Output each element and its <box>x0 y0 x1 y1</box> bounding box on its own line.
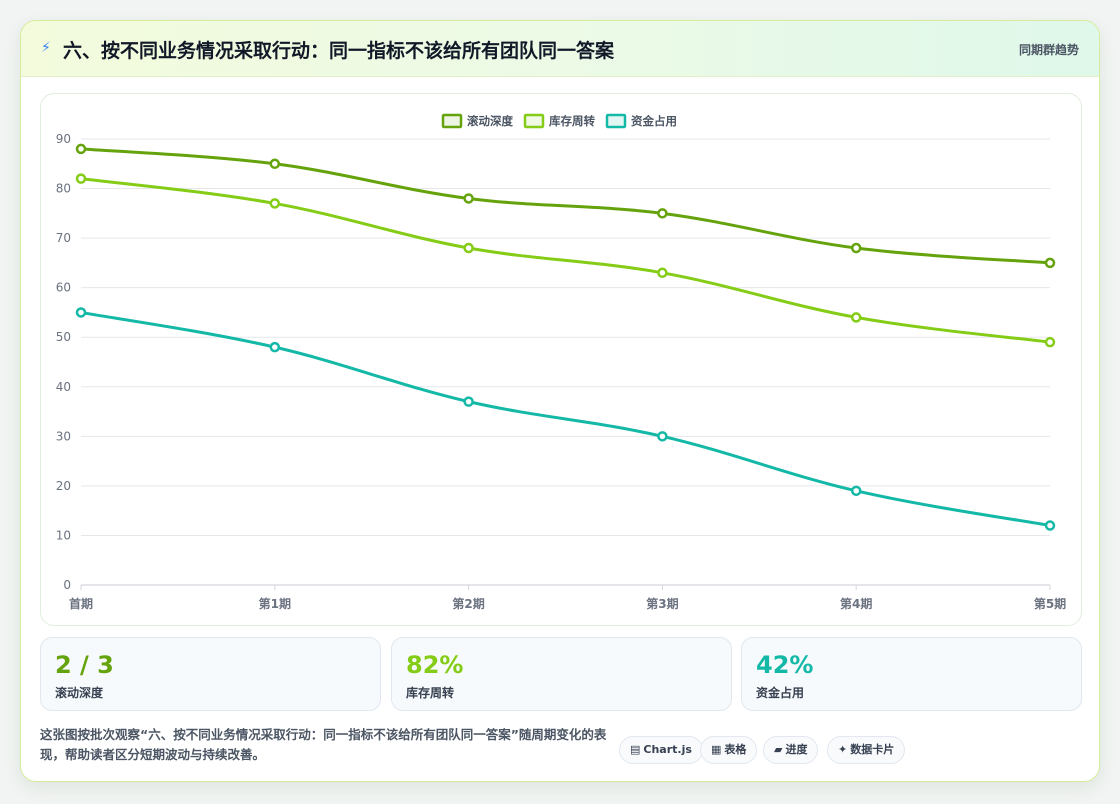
data-point <box>269 198 281 209</box>
data-point <box>657 267 668 279</box>
pill-chartjs[interactable]: ▤ Chart.js <box>619 736 703 764</box>
legend-label: 资金占用 <box>631 114 677 128</box>
pill-label: 表格 <box>724 743 747 756</box>
data-point <box>1044 257 1056 269</box>
stat-value: 82% <box>406 651 464 679</box>
stat-value: 2 / 3 <box>55 651 114 679</box>
data-point <box>1044 520 1056 531</box>
stat-label: 资金占用 <box>756 686 805 700</box>
data-point <box>463 242 474 254</box>
x-tick-label: 第2期 <box>452 596 484 611</box>
data-point <box>657 208 668 219</box>
x-tick-label: 第4期 <box>840 596 872 611</box>
stat-card-inventory-turnover: 82% 库存周转 <box>391 637 732 711</box>
stat-label: 滚动深度 <box>55 686 104 700</box>
data-point <box>657 431 668 442</box>
y-tick-label: 30 <box>56 429 71 443</box>
stat-card-scroll-depth: 2 / 3 滚动深度 <box>40 637 381 711</box>
y-tick-label: 70 <box>56 231 71 245</box>
pill-label: Chart.js <box>643 743 692 756</box>
x-tick-label: 第3期 <box>646 596 678 611</box>
y-tick-label: 60 <box>56 281 71 295</box>
page-title: 六、按不同业务情况采取行动：同一指标不该给所有团队同一答案 <box>63 40 615 62</box>
y-tick-label: 20 <box>56 479 71 493</box>
y-tick-label: 40 <box>56 380 71 394</box>
series-line-2 <box>79 310 1052 528</box>
data-point <box>850 485 862 497</box>
table-icon: ▦ <box>711 743 722 756</box>
chart-type-tag: 同期群趋势 <box>1018 43 1079 57</box>
chart-panel: 0 10 20 30 40 50 60 70 80 90 首期 第1期 第2期 第3期 第4期 第5期 滚动深度… <box>40 93 1082 626</box>
data-point <box>463 396 474 407</box>
x-tick-label: 第1期 <box>259 596 291 611</box>
data-point <box>75 143 87 155</box>
data-point <box>463 193 474 204</box>
y-tick-label: 80 <box>56 182 71 196</box>
line-chart: 0 10 20 30 40 50 60 70 80 90 首期 第1期 第2期 第3期 第4期 第5期 滚动深度… <box>56 113 1066 611</box>
sparkle-icon: ✦ <box>838 743 848 756</box>
pill-label: 进度 <box>785 743 808 756</box>
data-point <box>850 242 862 254</box>
pill-data-cards[interactable]: ✦ 数据卡片 <box>827 736 906 764</box>
data-point <box>269 341 281 353</box>
card-header: ⚡ 六、按不同业务情况采取行动：同一指标不该给所有团队同一答案 同期群趋势 <box>21 21 1099 77</box>
data-point <box>1044 336 1056 348</box>
stat-value: 42% <box>756 651 814 679</box>
x-tick-label: 第5期 <box>1034 596 1066 611</box>
chart-description: 这张图按批次观察“六、按不同业务情况采取行动：同一指标不该给所有团队同一答案”随… <box>40 727 607 762</box>
x-tick-label: 首期 <box>69 596 93 611</box>
pill-table[interactable]: ▦ 表格 <box>700 736 758 764</box>
legend-swatch <box>605 113 627 129</box>
data-point <box>75 173 87 184</box>
pill-label: 数据卡片 <box>850 743 895 756</box>
y-tick-label: 50 <box>56 330 71 344</box>
series-line-1 <box>79 177 1052 344</box>
y-tick-label: 90 <box>56 132 71 146</box>
series-line-0 <box>79 147 1052 265</box>
legend-swatch <box>441 113 463 129</box>
legend-label: 滚动深度 <box>467 114 513 128</box>
y-tick-label: 10 <box>56 528 71 542</box>
lightning-bolt-icon: ⚡ <box>41 40 51 56</box>
legend-swatch <box>523 113 545 129</box>
y-tick-label: 0 <box>63 578 71 592</box>
data-point <box>75 307 87 318</box>
report-card: ⚡ 六、按不同业务情况采取行动：同一指标不该给所有团队同一答案 同期群趋势 0 1… <box>20 20 1100 782</box>
data-point <box>850 312 862 323</box>
stat-card-capital-occupancy: 42% 资金占用 <box>741 637 1082 711</box>
stat-label: 库存周转 <box>406 686 455 700</box>
chart-icon: ▤ <box>630 743 641 756</box>
data-point <box>269 158 281 170</box>
legend-label: 库存周转 <box>549 114 595 128</box>
progress-icon: ▰ <box>774 743 783 756</box>
pill-progress[interactable]: ▰ 进度 <box>763 736 819 764</box>
